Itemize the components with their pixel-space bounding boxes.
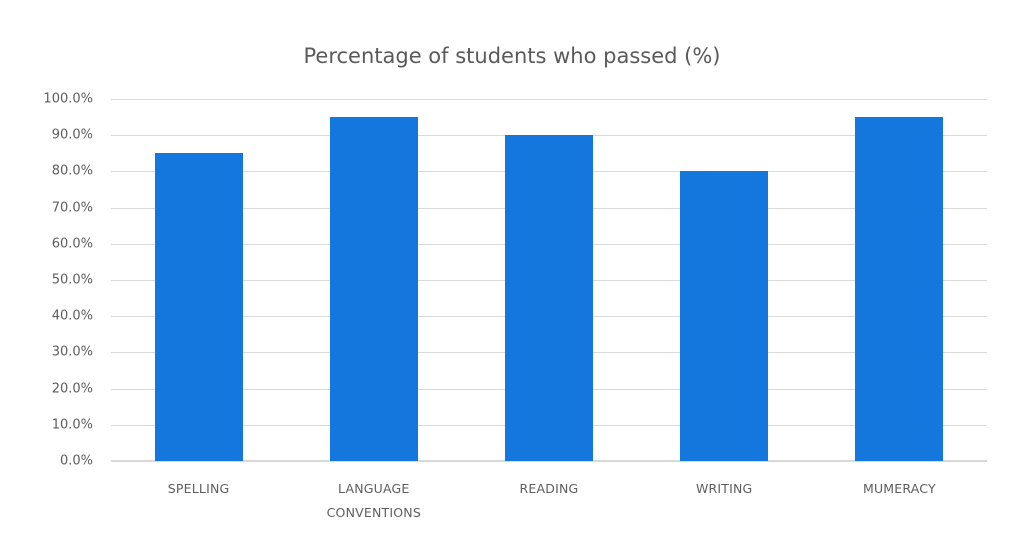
y-tick-label: 20.0%	[51, 381, 93, 397]
y-tick-label: 60.0%	[51, 236, 93, 252]
x-tick-label: LANGUAGE CONVENTIONS	[326, 481, 421, 520]
bar-language-conventions	[329, 117, 418, 461]
bar-writing	[680, 171, 769, 461]
x-tick-label: SPELLING	[167, 481, 230, 496]
bar-reading	[505, 135, 593, 461]
x-tick-label: MUMERACY	[862, 481, 936, 496]
x-tick-label: WRITING	[695, 481, 753, 496]
y-tick-label: 0.0%	[59, 453, 93, 469]
bar-mumeracy	[855, 117, 944, 461]
y-tick-label: 90.0%	[51, 127, 93, 143]
x-tick-label: READING	[519, 481, 579, 496]
y-tick-label: 40.0%	[51, 308, 93, 324]
chart-title: Percentage of students who passed (%)	[303, 44, 721, 68]
y-tick-label: 100.0%	[43, 91, 93, 107]
y-tick-label: 50.0%	[51, 272, 93, 288]
y-tick-label: 10.0%	[51, 417, 93, 433]
plot-area	[111, 99, 987, 462]
y-tick-label: 70.0%	[51, 200, 93, 216]
y-tick-label: 30.0%	[51, 344, 93, 360]
y-tick-label: 80.0%	[51, 163, 93, 179]
bar-spelling	[154, 153, 243, 461]
gridline	[111, 99, 987, 100]
x-axis-line	[111, 460, 987, 462]
